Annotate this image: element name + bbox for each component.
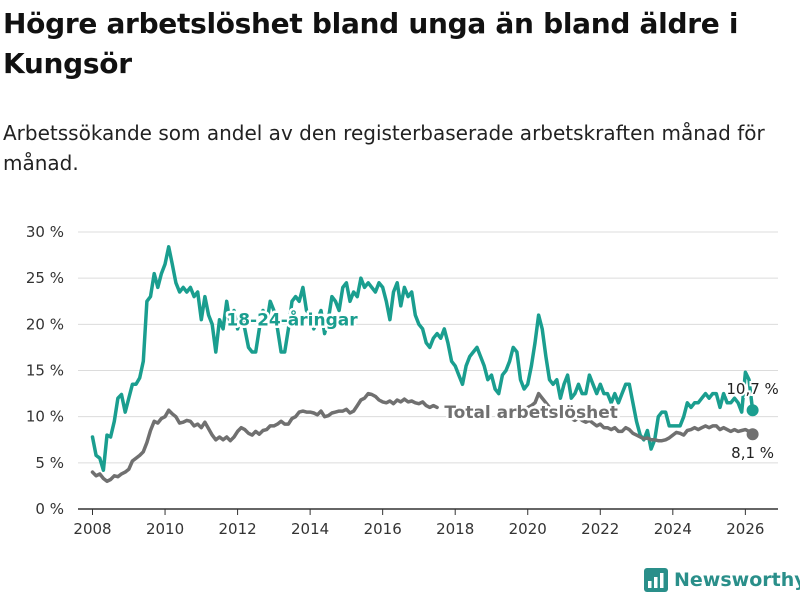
series-label-youth: 18-24-åringar <box>226 309 358 331</box>
series-label-total: Total arbetslöshet <box>444 403 618 423</box>
chart-subtitle: Arbetssökande som andel av den registerb… <box>3 121 765 175</box>
x-tick-label: 2020 <box>509 520 547 538</box>
end-label-total: 8,1 % <box>731 444 774 462</box>
newsworthy-logo-icon <box>644 568 668 592</box>
y-axis-ticks: 0 % 5 % 10 % 15 % 20 % 25 % 30 % <box>26 223 64 518</box>
end-point-youth <box>746 404 759 417</box>
y-tick-label: 20 % <box>26 315 64 333</box>
newsworthy-logo: Newsworthy <box>644 568 800 592</box>
end-point-total <box>746 428 759 441</box>
x-tick-label: 2018 <box>436 520 474 538</box>
x-tick-label: 2008 <box>73 520 111 538</box>
x-tick-label: 2024 <box>654 520 692 538</box>
series-line-total <box>525 391 755 443</box>
y-tick-label: 5 % <box>35 454 64 472</box>
newsworthy-logo-text: Newsworthy <box>674 569 800 591</box>
end-label-youth: 10,7 % <box>726 380 778 398</box>
x-tick-label: 2014 <box>291 520 329 538</box>
y-tick-label: 0 % <box>35 500 64 518</box>
x-tick-label: 2012 <box>218 520 256 538</box>
gridlines <box>78 231 778 510</box>
series-labels: 18-24-åringar Total arbetslöshet 10,7 % 8,1… <box>224 306 781 464</box>
y-tick-label: 25 % <box>26 269 64 287</box>
x-tick-label: 2016 <box>364 520 402 538</box>
series-lines <box>90 245 759 484</box>
x-tick-label: 2026 <box>726 520 764 538</box>
series-line-youth <box>90 245 755 472</box>
y-tick-label: 15 % <box>26 362 64 380</box>
y-tick-label: 30 % <box>26 223 64 241</box>
y-tick-label: 10 % <box>26 408 64 426</box>
chart-title: Högre arbetslöshet bland unga än bland ä… <box>3 7 739 80</box>
x-tick-label: 2022 <box>581 520 619 538</box>
x-tick-label: 2010 <box>146 520 184 538</box>
x-axis-ticks: 2008 2010 2012 2014 2016 2018 2020 2022 2024 2026 <box>73 509 764 538</box>
line-chart: 0 %5 %10 %15 %20 %25 %30 % 2008 2010 2012 2… <box>26 223 781 538</box>
series-line-total <box>90 391 439 484</box>
